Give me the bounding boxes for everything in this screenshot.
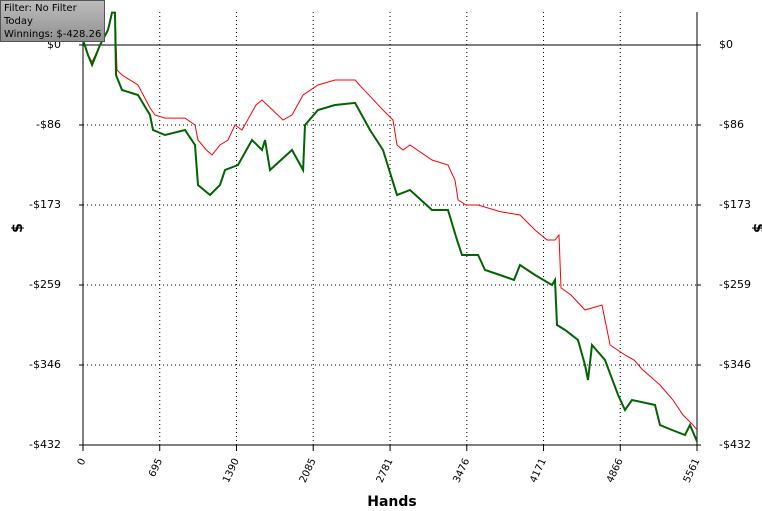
x-tick-label: 4866 [605, 457, 626, 485]
y2-tick-label: -$86 [719, 118, 744, 131]
x-tick-label: 2085 [298, 457, 319, 485]
info-box: Filter: No Filter Today Winnings: $-428.… [0, 0, 105, 42]
info-period: Today [3, 16, 33, 27]
y2-axis-label: $ [750, 223, 762, 233]
y-tick-label: -$173 [29, 198, 61, 211]
y2-tick-label: $0 [719, 38, 733, 51]
x-tick-label: 695 [147, 457, 165, 479]
y-axis-label: $ [10, 223, 26, 233]
y-tick-label: -$259 [29, 278, 61, 291]
y-tick-label: -$432 [29, 438, 61, 451]
info-filter: Filter: No Filter [4, 3, 78, 14]
info-winnings: Winnings: $-428.26 [4, 29, 101, 40]
x-tick-label: 5561 [682, 457, 703, 485]
x-axis-label: Hands [367, 494, 417, 510]
y2-tick-label: -$432 [719, 438, 751, 451]
y2-tick-label: -$173 [719, 198, 751, 211]
x-tick-label: 2781 [375, 457, 396, 485]
x-tick-label: 4171 [528, 457, 549, 485]
x-tick-label: 1390 [221, 457, 242, 485]
x-tick-label: 0 [76, 457, 89, 467]
y2-tick-label: -$346 [719, 358, 751, 371]
y-tick-label: -$346 [29, 358, 61, 371]
series-line [82, 11, 698, 442]
series-line [82, 12, 698, 431]
y-tick-label: -$86 [36, 118, 61, 131]
x-tick-label: 3476 [452, 457, 473, 485]
info-box-bg [0, 0, 105, 42]
y2-tick-label: -$259 [719, 278, 751, 291]
